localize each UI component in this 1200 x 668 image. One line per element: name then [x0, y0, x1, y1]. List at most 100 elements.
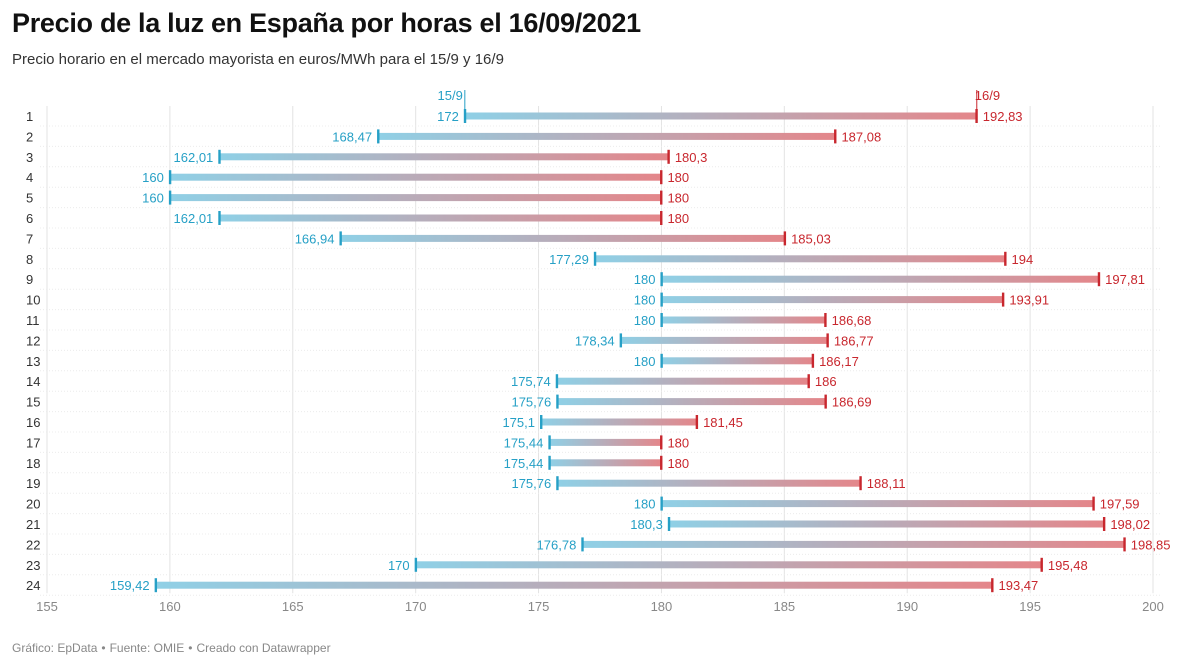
value-label-16-9: 197,81 — [1105, 272, 1145, 287]
end-marker-16-9 — [975, 109, 978, 123]
footer-tool: Creado con Datawrapper — [196, 641, 331, 655]
end-marker-16-9 — [660, 455, 663, 470]
value-label-15-9: 175,1 — [502, 415, 535, 430]
row-label: 4 — [26, 170, 33, 185]
x-axis: 155 160 165 170 175 180 185 190 195 200 — [36, 599, 1164, 614]
start-marker-15-9 — [377, 129, 380, 144]
end-marker-16-9 — [826, 333, 829, 348]
value-label-15-9: 180 — [634, 293, 656, 308]
row-label: 21 — [26, 517, 40, 532]
end-marker-16-9 — [1102, 517, 1106, 531]
value-label-16-9: 197,59 — [1100, 497, 1140, 512]
value-label-15-9: 168,47 — [332, 129, 372, 144]
value-label-16-9: 180,3 — [675, 150, 708, 165]
value-label-16-9: 187,08 — [841, 129, 881, 144]
value-label-16-9: 193,47 — [999, 578, 1039, 593]
value-label-15-9: 180,3 — [630, 517, 663, 532]
x-tick-label: 165 — [282, 599, 304, 614]
x-tick-label: 195 — [1019, 599, 1041, 614]
start-marker-15-9 — [619, 333, 623, 348]
end-marker-16-9 — [667, 149, 670, 164]
end-marker-16-9 — [1092, 496, 1095, 511]
value-label-16-9: 180 — [667, 170, 689, 185]
start-marker-15-9 — [540, 415, 543, 429]
row-label: 20 — [26, 497, 40, 512]
value-label-16-9: 195,48 — [1048, 558, 1088, 573]
value-label-15-9: 162,01 — [174, 150, 214, 165]
end-marker-16-9 — [1040, 557, 1043, 572]
row-label: 11 — [26, 313, 40, 328]
row-label: 17 — [26, 435, 40, 450]
value-label-16-9: 193,91 — [1009, 293, 1049, 308]
value-label-16-9: 180 — [667, 191, 689, 206]
row-label: 2 — [26, 129, 33, 144]
start-marker-15-9 — [548, 435, 551, 450]
start-marker-15-9 — [556, 476, 559, 491]
end-marker-16-9 — [660, 190, 663, 205]
x-tick-label: 175 — [528, 599, 550, 614]
value-label-15-9: 175,44 — [504, 456, 544, 471]
end-marker-16-9 — [1123, 537, 1126, 552]
start-marker-15-9 — [555, 374, 559, 389]
start-marker-15-9 — [548, 455, 551, 470]
end-marker-16-9 — [824, 313, 827, 327]
end-marker-16-9 — [660, 170, 663, 185]
range-bar — [556, 377, 809, 385]
start-marker-15-9 — [660, 496, 663, 511]
start-marker-15-9 — [339, 231, 342, 246]
value-label-16-9: 198,02 — [1110, 517, 1150, 532]
row-label: 8 — [26, 252, 33, 267]
start-marker-15-9 — [218, 211, 221, 225]
value-label-16-9: 192,83 — [983, 109, 1023, 124]
footer-credit: Gráfico: EpData — [12, 641, 98, 655]
legend-16-9: 16/9 — [975, 88, 1000, 103]
range-bar — [661, 296, 1004, 304]
range-bar — [155, 581, 993, 589]
range-bar-chart: 15/9 16/9 1 172 192,832 168,47 187,083 162,01 1… — [26, 88, 1171, 614]
start-marker-15-9 — [593, 251, 597, 266]
value-label-15-9: 175,76 — [511, 395, 551, 410]
value-label-15-9: 177,29 — [549, 252, 589, 267]
range-bar — [169, 194, 662, 202]
row-label: 18 — [26, 456, 40, 471]
value-label-15-9: 175,74 — [511, 374, 551, 389]
value-label-15-9: 160 — [142, 170, 164, 185]
row-label: 14 — [26, 374, 40, 389]
footer-separator: • — [188, 641, 193, 655]
start-marker-15-9 — [660, 313, 663, 327]
start-marker-15-9 — [414, 557, 418, 572]
row-label: 3 — [26, 150, 33, 165]
start-marker-15-9 — [660, 272, 663, 287]
range-bar — [661, 357, 814, 365]
chart-title: Precio de la luz en España por horas el … — [12, 8, 641, 38]
value-label-16-9: 185,03 — [791, 231, 831, 246]
value-label-15-9: 172 — [437, 109, 459, 124]
value-label-15-9: 159,42 — [110, 578, 150, 593]
value-label-15-9: 166,94 — [295, 231, 335, 246]
value-label-15-9: 180 — [634, 354, 656, 369]
end-marker-16-9 — [660, 435, 663, 450]
legend-layer: 15/9 16/9 — [438, 88, 1000, 110]
end-marker-16-9 — [859, 476, 862, 491]
grid-layer — [40, 106, 1160, 596]
value-label-16-9: 186,69 — [832, 395, 872, 410]
start-marker-15-9 — [660, 353, 663, 368]
row-label: 1 — [26, 109, 33, 124]
value-label-16-9: 188,11 — [867, 476, 906, 491]
x-tick-label: 185 — [773, 599, 795, 614]
row-label: 5 — [26, 191, 33, 206]
end-marker-16-9 — [1097, 272, 1101, 287]
row-label: 22 — [26, 537, 40, 552]
end-marker-16-9 — [807, 374, 810, 389]
start-marker-15-9 — [218, 149, 221, 164]
legend-15-9: 15/9 — [438, 88, 463, 103]
range-bar — [340, 234, 786, 242]
row-label: 6 — [26, 211, 33, 226]
value-label-15-9: 178,34 — [575, 333, 615, 348]
row-label: 10 — [26, 293, 40, 308]
row-label: 19 — [26, 476, 40, 491]
end-marker-16-9 — [1004, 251, 1007, 266]
rows-layer: 1 172 192,83 2 168,47 187,08 3 162,01 180,3 4 160 1… — [26, 109, 1171, 593]
value-label-15-9: 162,01 — [174, 211, 214, 226]
row-label: 9 — [26, 272, 33, 287]
